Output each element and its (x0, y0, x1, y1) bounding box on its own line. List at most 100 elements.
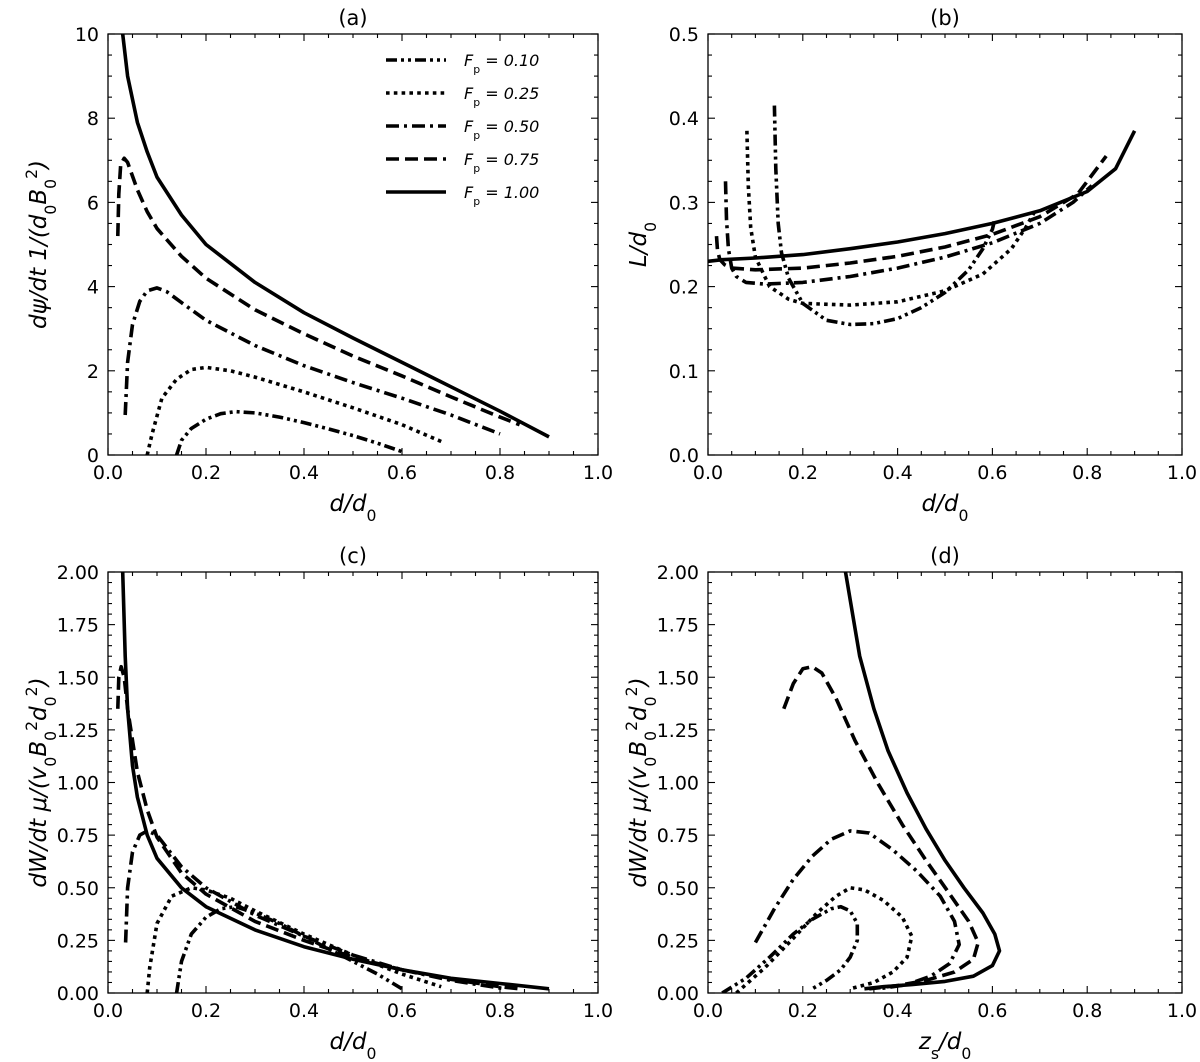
series-group (721, 572, 1002, 993)
x-tick-label: 0.2 (788, 1000, 818, 1022)
y-tick-label: 1.25 (57, 720, 99, 742)
panel-title: (c) (339, 544, 367, 568)
series-line (123, 286, 501, 436)
series-line (174, 409, 403, 455)
y-tick-label: 4 (87, 277, 99, 299)
panel-c: (c) 0.0 0.2 0.4 0.6 0.8 1.0 0.00 0.25 0.50 0.75 1.0… (22, 544, 614, 1062)
series-line (120, 34, 550, 439)
y-tick-label: 2 (87, 361, 99, 383)
x-tick-label: 1.0 (1167, 1000, 1197, 1022)
y-tick-label: 0.2 (669, 277, 699, 299)
series-line (721, 904, 860, 993)
series-line (174, 904, 403, 993)
x-tick-label: 0.8 (485, 1000, 515, 1022)
y-tick-label: 0.75 (657, 825, 699, 847)
x-tick-label: 0.6 (387, 462, 417, 484)
x-tick-label: 1.0 (583, 462, 613, 484)
x-tick-label: 0.8 (485, 462, 515, 484)
x-tick-label: 0.6 (977, 1000, 1007, 1022)
series-line (782, 664, 980, 991)
y-tick-label: 1.00 (57, 773, 99, 795)
panel-a: (a) 0.0 0.2 0.4 0.6 0.8 1.0 0 2 4 6 8 10 d/d0 dψ/dt 1/… (22, 6, 614, 525)
x-axis-label: zs/d0 (918, 1029, 972, 1062)
y-tick-label: 1.75 (657, 615, 699, 637)
series-line (745, 130, 1037, 307)
y-tick-label: 1.50 (657, 667, 699, 689)
series-line (723, 181, 1094, 286)
y-tick-label: 0.25 (657, 930, 699, 952)
y-tick-label: 0.0 (669, 445, 699, 467)
series-group (116, 34, 550, 455)
x-tick-label: 0.4 (882, 462, 912, 484)
y-tick-label: 2.00 (657, 562, 699, 584)
y-tick-label: 0.00 (657, 983, 699, 1005)
y-axis-label: dW/dt μ/(v0B02d02) (622, 677, 660, 887)
y-tick-label: 0.4 (669, 108, 699, 130)
legend: Fp = 0.10 Fp = 0.25 Fp = 0.50 Fp = 0.75 Fp =… (386, 51, 539, 208)
legend-label: Fp = 0.10 (464, 51, 539, 76)
panel-title: (d) (930, 544, 960, 568)
series-line (843, 572, 1002, 991)
panel-b: (b) 0.0 0.2 0.4 0.6 0.8 1.0 0.0 0.1 0.2 0.3 0.4 0.5 d… (626, 6, 1197, 525)
y-tick-label: 0.00 (57, 983, 99, 1005)
x-axis-label: d/d0 (922, 491, 969, 525)
series-line (145, 886, 442, 993)
x-tick-label: 0.2 (191, 1000, 221, 1022)
y-tick-label: 8 (87, 108, 99, 130)
y-tick-label: 0.1 (669, 361, 699, 383)
panel-d: (d) 0.0 0.2 0.4 0.6 0.8 1.0 0.00 0.25 0.50 0.75 1.0… (622, 544, 1198, 1062)
y-tick-label: 6 (87, 192, 99, 214)
series-line (116, 664, 520, 991)
y-tick-label: 1.75 (57, 615, 99, 637)
series-line (123, 829, 506, 991)
y-tick-label: 1.00 (657, 773, 699, 795)
x-tick-label: 0.0 (93, 462, 123, 484)
x-tick-label: 0.2 (788, 462, 818, 484)
x-tick-label: 0.0 (693, 1000, 723, 1022)
y-tick-label: 0.5 (669, 24, 699, 46)
y-tick-label: 0.50 (657, 878, 699, 900)
x-tick-label: 0.6 (387, 1000, 417, 1022)
x-axis-label: d/d0 (330, 491, 377, 525)
series-group (116, 572, 550, 993)
series-line (753, 829, 961, 991)
x-tick-label: 1.0 (583, 1000, 613, 1022)
x-tick-label: 0.8 (1072, 1000, 1102, 1022)
y-tick-label: 1.25 (657, 720, 699, 742)
x-tick-label: 0.2 (191, 462, 221, 484)
legend-label: Fp = 0.25 (464, 84, 539, 109)
x-tick-label: 0.4 (289, 462, 319, 484)
series-line (772, 105, 997, 327)
legend-label: Fp = 0.50 (464, 117, 539, 142)
y-tick-label: 0.3 (669, 192, 699, 214)
plot-frame (107, 571, 599, 994)
x-tick-label: 0.6 (977, 462, 1007, 484)
legend-label: Fp = 0.75 (464, 150, 539, 175)
y-tick-label: 0 (87, 445, 99, 467)
x-tick-label: 0.0 (693, 462, 723, 484)
y-tick-label: 10 (75, 24, 99, 46)
series-line (120, 572, 550, 991)
series-line (116, 156, 521, 427)
series-group (708, 105, 1137, 327)
panel-title: (b) (930, 6, 960, 30)
y-tick-label: 1.50 (57, 667, 99, 689)
series-line (145, 365, 442, 455)
y-axis-label: dW/dt μ/(v0B02d02) (22, 677, 60, 887)
y-axis-label: dψ/dt 1/(d0B02) (22, 160, 60, 329)
y-tick-label: 0.75 (57, 825, 99, 847)
x-tick-label: 0.8 (1072, 462, 1102, 484)
panel-title: (a) (338, 6, 367, 30)
series-line (735, 886, 914, 993)
y-tick-label: 2.00 (57, 562, 99, 584)
y-tick-label: 0.25 (57, 930, 99, 952)
x-axis-label: d/d0 (330, 1029, 377, 1062)
plot-frame (707, 571, 1183, 994)
x-tick-label: 0.0 (93, 1000, 123, 1022)
legend-label: Fp = 1.00 (464, 183, 539, 208)
y-tick-label: 0.50 (57, 878, 99, 900)
series-line (708, 129, 1137, 264)
x-tick-label: 0.4 (289, 1000, 319, 1022)
y-axis-label: L/d0 (626, 222, 660, 267)
